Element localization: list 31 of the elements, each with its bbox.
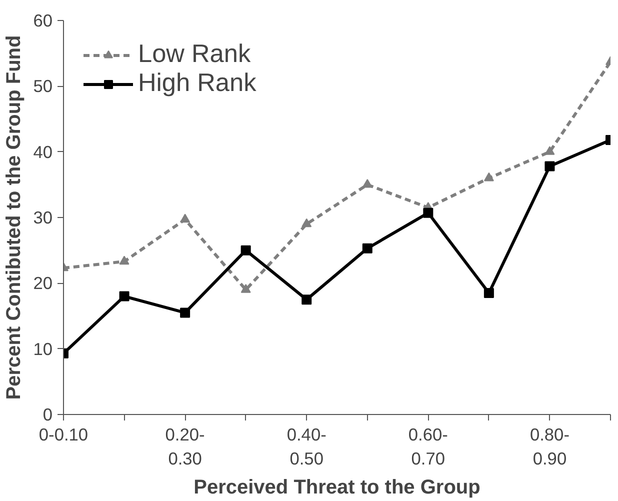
y-tick-label: 20 [33,273,53,294]
y-tick-label: 0 [42,404,53,424]
point [302,218,312,228]
point [484,172,494,182]
point [484,288,494,298]
point [302,294,312,305]
point [423,208,434,218]
point [180,308,190,318]
y-axis-title: Percent Contibuted to the Group Fund [3,35,26,400]
point [362,243,372,254]
y-tick-label: 30 [33,208,53,228]
point [544,161,555,172]
point [240,245,251,256]
point [362,178,372,188]
point [240,284,251,293]
legend-label: Low Rank [138,40,251,69]
y-tick-label: 40 [33,142,53,162]
y-tick-label: 10 [33,338,53,359]
point [119,291,130,302]
y-tick-label: 60 [33,10,53,30]
x-tick-label: 0.40- 0.50 [286,424,326,468]
y-tick-label: 50 [33,76,53,96]
x-tick-label: 0.60- 0.70 [408,424,448,468]
point [180,214,190,223]
x-tick-label: 0-0.10 [38,424,88,444]
point [119,256,130,265]
point [544,146,555,155]
x-axis-title: Perceived Threat to the Group [194,476,480,498]
x-tick-label: 0.20- 0.30 [165,424,205,468]
legend-label: High Rank [138,69,256,98]
x-tick-label: 0.80- 0.90 [530,424,570,468]
